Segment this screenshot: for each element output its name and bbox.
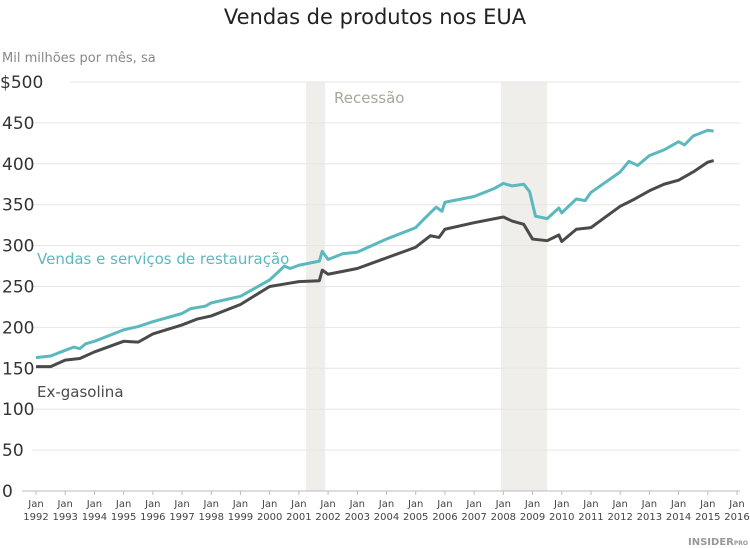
x-tick-month: Jan (290, 499, 306, 510)
x-tick-month: Jan (144, 499, 160, 510)
x-tick-year: 1995 (111, 512, 136, 523)
x-tick-year: 2000 (257, 512, 282, 523)
series-label-restaurant: Vendas e serviços de restauração (37, 250, 289, 268)
x-tick-year: 2011 (578, 512, 603, 523)
x-tick-year: 1999 (228, 512, 253, 523)
y-tick-label: 150 (2, 359, 34, 379)
x-tick-year: 2008 (491, 512, 516, 523)
x-tick-year: 2013 (637, 512, 662, 523)
x-tick-month: Jan (349, 499, 365, 510)
x-tick-month: Jan (641, 499, 657, 510)
x-tick-year: 1992 (23, 512, 48, 523)
y-axis-label: Mil milhões por mês, sa (2, 51, 156, 66)
x-tick-month: Jan (86, 499, 102, 510)
x-tick-month: Jan (728, 499, 744, 510)
x-tick-month: Jan (699, 499, 715, 510)
series-label-ex-gasoline: Ex-gasolina (37, 383, 124, 401)
x-tick-month: Jan (611, 499, 627, 510)
x-tick-month: Jan (465, 499, 481, 510)
insider-pro-logo: INSIDERPRO (688, 537, 748, 548)
y-tick-label: 50 (2, 441, 24, 461)
x-tick-year: 1998 (199, 512, 224, 523)
x-tick-year: 1993 (52, 512, 77, 523)
y-tick-label: $500 (0, 73, 43, 93)
y-tick-label: 450 (2, 114, 34, 134)
y-tick-label: 300 (2, 237, 34, 257)
x-tick-month: Jan (670, 499, 686, 510)
x-tick-year: 1994 (82, 512, 107, 523)
x-tick-year: 2004 (374, 512, 399, 523)
x-tick-month: Jan (582, 499, 598, 510)
x-tick-month: Jan (203, 499, 219, 510)
x-tick-month: Jan (436, 499, 452, 510)
recession-label: Recessão (334, 89, 404, 107)
y-tick-label: 0 (2, 482, 13, 502)
x-tick-month: Jan (115, 499, 131, 510)
chart-title: Vendas de produtos nos EUA (224, 5, 527, 29)
x-tick-year: 2015 (695, 512, 720, 523)
x-tick-year: 2002 (315, 512, 340, 523)
x-tick-year: 2005 (403, 512, 428, 523)
y-tick-label: 100 (2, 400, 34, 420)
y-tick-label: 400 (2, 155, 34, 175)
x-tick-month: Jan (56, 499, 72, 510)
x-tick-month: Jan (495, 499, 511, 510)
y-tick-label: 200 (2, 318, 34, 338)
series-line-restaurant (35, 128, 714, 360)
x-tick-year: 2007 (461, 512, 486, 523)
x-tick-month: Jan (319, 499, 335, 510)
x-tick-month: Jan (232, 499, 248, 510)
x-tick-year: 2003 (345, 512, 370, 523)
x-tick-month: Jan (524, 499, 540, 510)
x-tick-year: 2009 (520, 512, 545, 523)
y-tick-label: 350 (2, 196, 34, 216)
x-tick-month: Jan (27, 499, 43, 510)
x-tick-year: 2016 (724, 512, 749, 523)
x-tick-year: 1996 (140, 512, 165, 523)
x-tick-month: Jan (407, 499, 423, 510)
x-tick-month: Jan (261, 499, 277, 510)
x-tick-month: Jan (173, 499, 189, 510)
y-tick-label: 250 (2, 278, 34, 298)
x-tick-year: 2010 (549, 512, 574, 523)
x-tick-month: Jan (553, 499, 569, 510)
x-tick-year: 2001 (286, 512, 311, 523)
x-tick-month: Jan (378, 499, 394, 510)
x-tick-year: 2006 (432, 512, 457, 523)
series-line-ex-gasoline (36, 159, 715, 369)
x-tick-year: 2012 (607, 512, 632, 523)
x-tick-year: 1997 (169, 512, 194, 523)
x-tick-year: 2014 (666, 512, 691, 523)
